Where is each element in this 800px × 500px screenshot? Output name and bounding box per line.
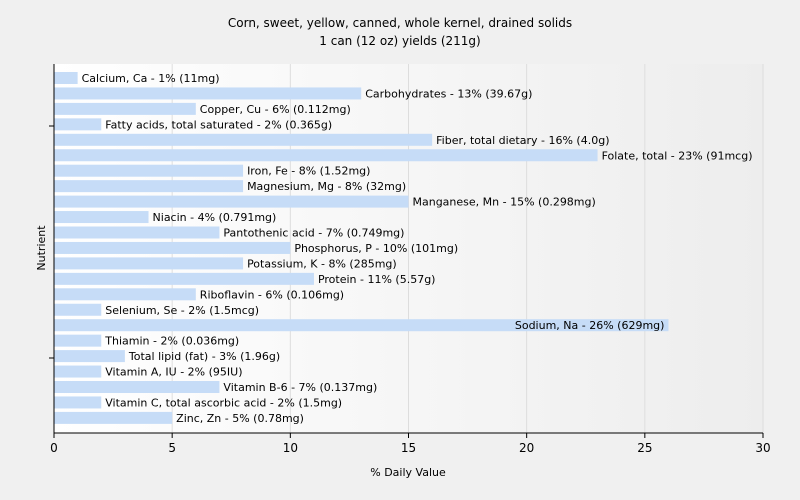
bar-label: Fatty acids, total saturated - 2% (0.365… — [105, 118, 332, 131]
bar — [54, 102, 196, 115]
bar — [54, 272, 314, 285]
bar-label: Zinc, Zn - 5% (0.78mg) — [176, 412, 304, 425]
bar-label: Total lipid (fat) - 3% (1.96g) — [128, 350, 280, 363]
bar — [54, 365, 102, 378]
bar — [54, 396, 102, 409]
bar — [54, 411, 173, 424]
x-tick-label: 5 — [168, 441, 176, 455]
bar-label: Pantothenic acid - 7% (0.749mg) — [223, 227, 404, 240]
bar-label: Selenium, Se - 2% (1.5mcg) — [105, 304, 259, 317]
bar-label: Folate, total - 23% (91mcg) — [602, 149, 753, 162]
bar-label: Protein - 11% (5.57g) — [318, 273, 436, 286]
y-axis-title: Nutrient — [35, 225, 48, 271]
chart-subtitle: 1 can (12 oz) yields (211g) — [319, 34, 480, 48]
bar — [54, 87, 362, 100]
bar-label: Iron, Fe - 8% (1.52mg) — [247, 165, 370, 178]
x-tick-label: 15 — [401, 441, 416, 455]
bar-label: Copper, Cu - 6% (0.112mg) — [200, 103, 351, 116]
bar-label: Vitamin A, IU - 2% (95IU) — [105, 366, 242, 379]
bar — [54, 226, 220, 239]
bar-label: Vitamin B-6 - 7% (0.137mg) — [223, 381, 377, 394]
bar — [54, 350, 125, 363]
bar-label: Potassium, K - 8% (285mg) — [247, 257, 397, 270]
bar-label: Phosphorus, P - 10% (101mg) — [294, 242, 458, 255]
gridlines — [171, 64, 764, 433]
chart-title: Corn, sweet, yellow, canned, whole kerne… — [228, 16, 572, 30]
bar — [54, 257, 244, 270]
bar — [54, 288, 196, 301]
x-tick-label: 10 — [283, 441, 298, 455]
bar-label: Thiamin - 2% (0.036mg) — [104, 335, 239, 348]
bar — [54, 72, 78, 84]
bar — [54, 303, 102, 316]
bar — [54, 211, 149, 224]
bar-label: Niacin - 4% (0.791mg) — [153, 211, 277, 224]
x-tick-label: 20 — [519, 441, 534, 455]
bar-label: Manganese, Mn - 15% (0.298mg) — [413, 196, 596, 209]
bar — [54, 334, 102, 347]
bar — [54, 149, 598, 162]
bar-label: Vitamin C, total ascorbic acid - 2% (1.5… — [105, 396, 342, 409]
bar — [54, 195, 409, 208]
bar-labels: Calcium, Ca - 1% (11mg) Carbohydrates - 1… — [82, 72, 753, 425]
bar-label: Riboflavin - 6% (0.106mg) — [200, 288, 344, 301]
bar — [54, 319, 669, 332]
x-axis-title: % Daily Value — [370, 466, 446, 479]
bar — [54, 180, 244, 193]
bar-label: Calcium, Ca - 1% (11mg) — [82, 72, 220, 85]
bar-label: Sodium, Na - 26% (629mg) — [515, 319, 665, 332]
bar-label: Carbohydrates - 13% (39.67g) — [365, 87, 532, 100]
bar-label: Fiber, total dietary - 16% (4.0g) — [436, 134, 609, 147]
bar — [54, 164, 244, 177]
x-ticks: 0 5 10 15 20 25 30 — [50, 433, 771, 455]
bar — [54, 381, 220, 393]
x-tick-label: 0 — [50, 441, 58, 455]
x-tick-label: 30 — [755, 441, 770, 455]
bar — [54, 118, 102, 131]
x-tick-label: 25 — [637, 441, 652, 455]
bar-label: Magnesium, Mg - 8% (32mg) — [247, 180, 406, 193]
bar — [54, 133, 433, 146]
bars — [54, 72, 669, 424]
bar — [54, 241, 291, 254]
